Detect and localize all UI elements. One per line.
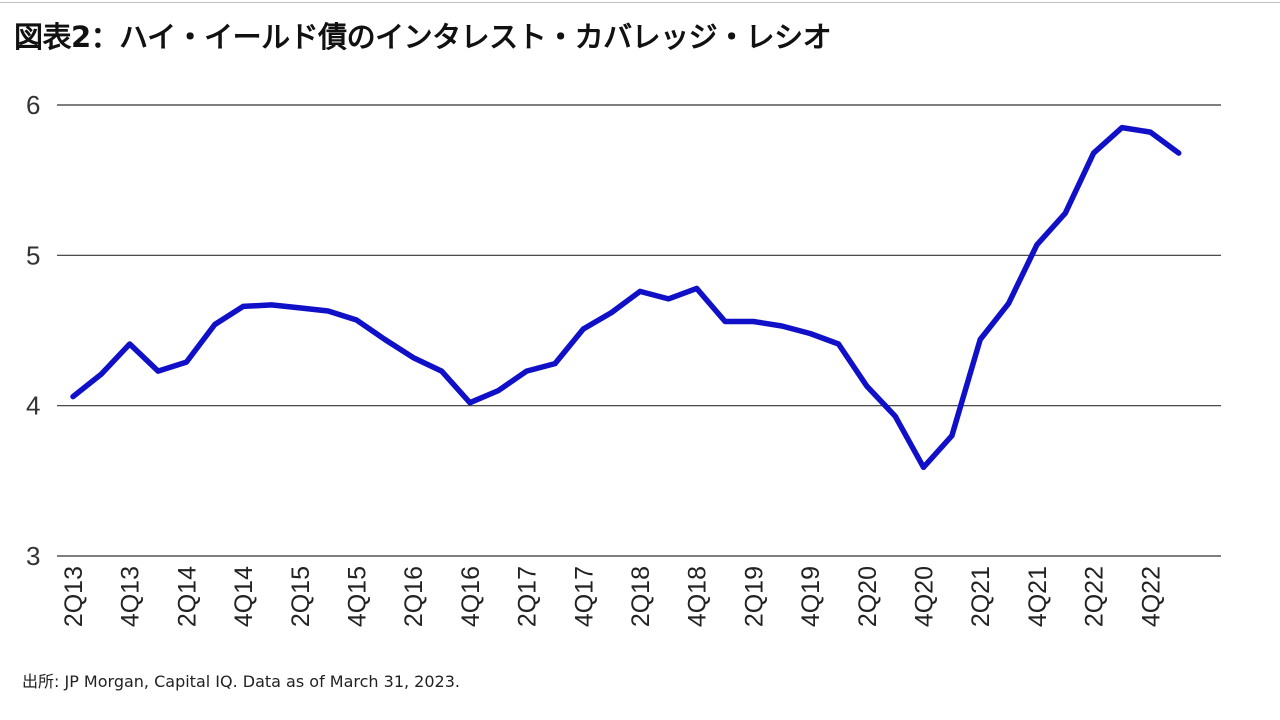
data-point [155, 368, 161, 374]
x-tick-label: 2Q15 [287, 566, 315, 627]
data-point [892, 413, 898, 419]
data-point [949, 433, 955, 438]
data-point [581, 326, 586, 332]
data-point [524, 368, 529, 374]
data-point [297, 305, 302, 311]
data-point [836, 341, 841, 347]
data-point [354, 317, 359, 323]
data-point [921, 465, 926, 470]
x-tick-label: 2Q19 [740, 566, 768, 627]
data-point [666, 296, 671, 302]
data-point [467, 400, 473, 405]
series-line-0 [70, 124, 1182, 471]
y-tick-label: 5 [26, 240, 40, 270]
data-point [1148, 129, 1153, 135]
x-tick-label: 4Q17 [570, 566, 598, 627]
data-point [1006, 301, 1011, 306]
data-point [1034, 242, 1040, 248]
data-point [552, 361, 558, 366]
data-point [212, 322, 217, 327]
data-point [439, 368, 444, 374]
x-tick-label: 2Q13 [60, 566, 88, 627]
x-tick-label: 4Q13 [117, 566, 145, 627]
data-point [637, 289, 643, 294]
x-tick-label: 4Q18 [684, 566, 712, 627]
top-rule [0, 2, 1280, 3]
x-tick-label: 2Q20 [854, 566, 882, 627]
x-tick-label: 2Q14 [173, 566, 201, 627]
data-point [184, 359, 189, 365]
data-point [609, 310, 614, 315]
data-point [1063, 211, 1068, 216]
data-point [240, 304, 246, 309]
x-tick-label: 2Q16 [400, 566, 428, 627]
x-tick-label: 4Q16 [457, 566, 485, 627]
chart-title: 図表2：ハイ・イールド債のインタレスト・カバレッジ・レシオ [14, 20, 832, 54]
x-tick-label: 2Q18 [627, 566, 655, 627]
y-tick-label: 6 [26, 90, 40, 120]
data-point [1091, 150, 1096, 156]
data-point [807, 331, 813, 336]
source-note: 出所: JP Morgan, Capital IQ. Data as of Ma… [22, 672, 460, 691]
x-tick-label: 4Q19 [797, 566, 825, 627]
data-point [269, 302, 274, 308]
y-tick-label: 4 [26, 391, 40, 421]
data-point [722, 319, 728, 324]
data-point [978, 337, 983, 342]
data-point [1119, 125, 1125, 130]
x-tick-label: 4Q21 [1024, 566, 1052, 627]
x-tick-label: 4Q20 [911, 566, 939, 627]
data-point [694, 286, 699, 291]
data-point [70, 394, 76, 399]
data-point [325, 308, 331, 314]
x-tick-label: 2Q22 [1081, 566, 1109, 627]
y-tick-label: 3 [26, 541, 40, 571]
data-point [382, 337, 388, 342]
data-point [496, 388, 501, 393]
x-tick-label: 2Q17 [514, 566, 542, 627]
x-tick-label: 4Q15 [344, 566, 372, 627]
data-point [1176, 150, 1181, 156]
data-point [751, 319, 756, 324]
data-point [127, 341, 132, 347]
data-point [411, 355, 416, 360]
data-point [99, 371, 104, 377]
x-tick-label: 4Q14 [230, 566, 258, 627]
data-point [779, 323, 784, 329]
x-tick-label: 4Q22 [1137, 566, 1165, 627]
data-point [864, 383, 869, 389]
x-tick-label: 2Q21 [967, 566, 995, 627]
